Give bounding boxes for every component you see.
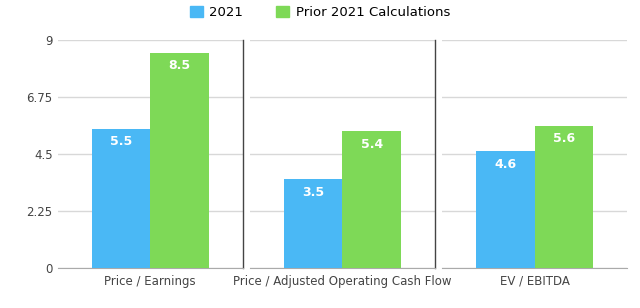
- Bar: [535, 126, 593, 268]
- Bar: [92, 129, 150, 268]
- Bar: [150, 53, 209, 268]
- Bar: [342, 131, 401, 268]
- Text: 5.6: 5.6: [553, 132, 575, 145]
- Bar: [284, 179, 342, 268]
- Text: 5.4: 5.4: [360, 138, 383, 151]
- Text: 5.5: 5.5: [109, 135, 132, 148]
- Text: 8.5: 8.5: [168, 59, 191, 72]
- Text: 4.6: 4.6: [494, 158, 516, 171]
- Legend: 2021, Prior 2021 Calculations: 2021, Prior 2021 Calculations: [184, 0, 456, 24]
- Text: 3.5: 3.5: [302, 186, 324, 199]
- Bar: [476, 152, 535, 268]
